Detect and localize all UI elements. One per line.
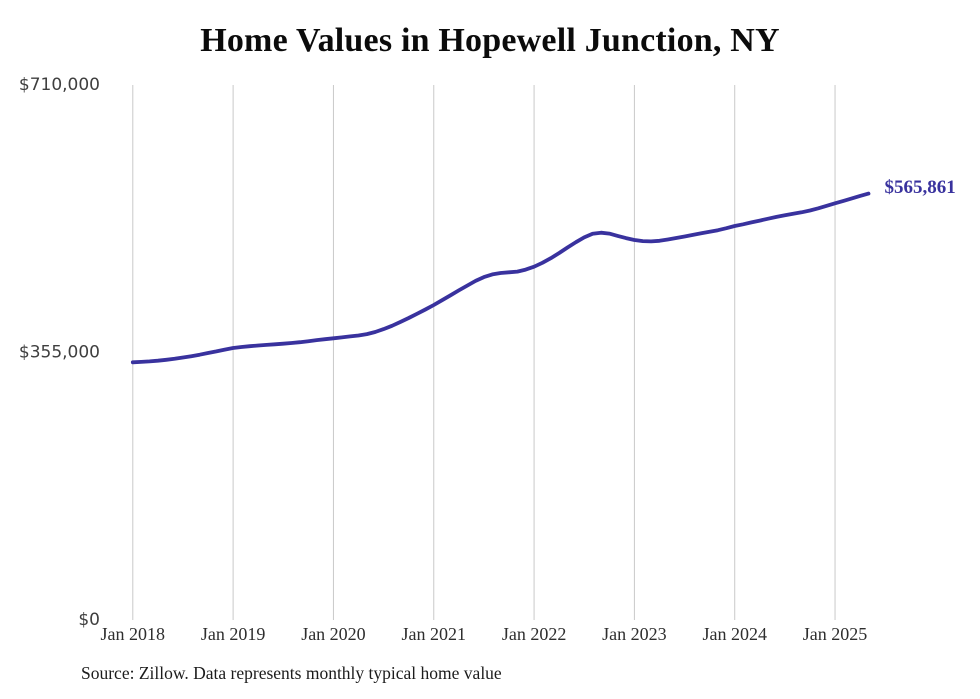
x-tick-label: Jan 2023: [602, 624, 667, 644]
y-tick-label: $710,000: [19, 75, 100, 95]
home-value-line: [130, 191, 871, 365]
y-axis-tick-labels: $0 $355,000 $710,000: [19, 75, 100, 630]
last-value-label: $565,861: [884, 177, 955, 198]
x-tick-label: Jan 2018: [101, 624, 166, 644]
x-tick-label: Jan 2024: [702, 624, 767, 644]
chart-title: Home Values in Hopewell Junction, NY: [200, 22, 780, 59]
x-axis-tick-labels: Jan 2018 Jan 2019 Jan 2020 Jan 2021 Jan 2022…: [101, 624, 868, 644]
x-tick-label: Jan 2019: [201, 624, 266, 644]
gridlines: [132, 85, 836, 620]
x-tick-label: Jan 2025: [803, 624, 868, 644]
y-tick-label: $0: [78, 610, 100, 630]
x-tick-label: Jan 2020: [301, 624, 366, 644]
x-tick-label: Jan 2022: [502, 624, 567, 644]
y-tick-label: $355,000: [19, 343, 100, 363]
x-tick-label: Jan 2021: [402, 624, 467, 644]
source-note: Source: Zillow. Data represents monthly …: [81, 663, 502, 683]
